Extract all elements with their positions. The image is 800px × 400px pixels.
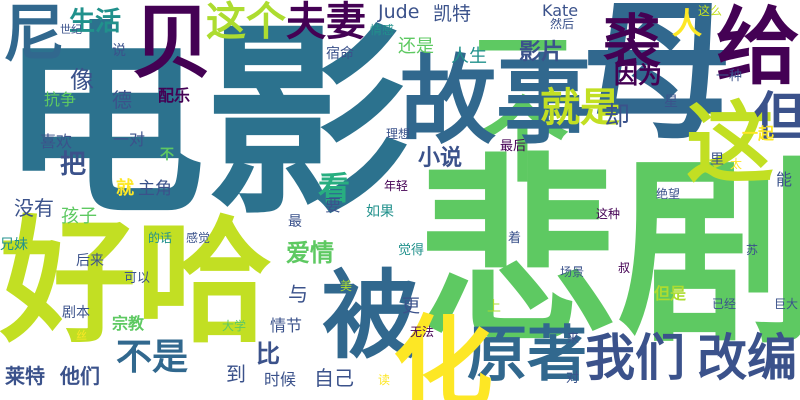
word-daxue: 大学 xyxy=(222,319,247,333)
word-ni: 尼 xyxy=(3,0,66,70)
word-zongjiao: 宗教 xyxy=(112,314,145,333)
word-lai: 来 xyxy=(567,331,580,345)
word-ganjue: 感觉 xyxy=(186,231,211,245)
word-fuqi: 夫妻 xyxy=(286,0,366,45)
word-kan: 看 xyxy=(318,169,351,207)
word-juewang: 绝望 xyxy=(656,187,681,201)
word-zhe2: 着 xyxy=(508,231,522,246)
word-jude: Jude xyxy=(378,1,420,23)
word-dao: 到 xyxy=(226,362,246,386)
word-dianying: 电影 xyxy=(0,5,410,243)
word-dan: 但 xyxy=(754,88,800,148)
word-dui: 对 xyxy=(566,371,580,386)
word-juben: 剧本 xyxy=(62,305,90,321)
word-zheme: 这么 xyxy=(698,4,723,18)
word-shuo: 说 xyxy=(112,43,126,59)
word-yinwei: 因为 xyxy=(614,61,662,89)
word-wufa: 无法 xyxy=(410,325,435,339)
word-qiu: 裘 xyxy=(603,8,662,76)
word-kangzheng: 抗争 xyxy=(44,90,77,109)
word-yizhong: 一种 xyxy=(716,69,743,84)
word-yu: 与 xyxy=(288,282,308,306)
word-zuihou: 最后 xyxy=(500,139,527,154)
word-zhezhong: 这种 xyxy=(596,207,621,221)
word-yijing: 已经 xyxy=(712,297,737,311)
word-rensheng: 人生 xyxy=(451,46,487,67)
word-geng: 更 xyxy=(402,296,420,317)
word-shihou: 时候 xyxy=(264,370,297,389)
word-ba: 把 xyxy=(60,150,87,180)
word-hua: 化 xyxy=(393,305,493,400)
word-gushi: 故事 xyxy=(400,45,592,157)
word-laite: 莱特 xyxy=(5,364,45,388)
word-danshi: 但是 xyxy=(654,284,687,303)
word-haishi: 还是 xyxy=(398,36,434,57)
word-yiqi: 一起 xyxy=(742,124,775,143)
word-kate: Kate xyxy=(542,1,579,20)
word-shu: 叔 xyxy=(618,261,631,275)
word-peiyue: 配乐 xyxy=(158,86,191,105)
word-xihuan: 喜欢 xyxy=(40,132,73,151)
word-bei2: 贝 xyxy=(132,0,212,89)
word-aiqing: 爱情 xyxy=(286,239,334,267)
word-de: 德 xyxy=(112,88,132,112)
word-yuanzhu: 原著 xyxy=(467,320,587,390)
word-yige: 一个 xyxy=(461,0,568,184)
word-que: 却 xyxy=(604,102,631,132)
word-bi: 比 xyxy=(256,340,280,368)
word-haoha: 好哈 xyxy=(0,204,272,362)
word-haizi: 孩子 xyxy=(61,206,97,227)
word-ruguo: 如果 xyxy=(366,204,394,220)
word-bu: 不 xyxy=(160,147,174,163)
word-yao: 要 xyxy=(325,196,342,215)
word-dehua: 的话 xyxy=(148,231,173,245)
word-yidui: 一对 xyxy=(113,130,146,149)
word-meiyou: 没有 xyxy=(14,196,54,220)
word-du: 读 xyxy=(378,373,391,387)
word-xiang: 像 xyxy=(70,66,94,94)
word-kaite: 凯特 xyxy=(433,3,472,25)
word-shang: 上 xyxy=(487,299,501,315)
word-beiju: 悲剧 xyxy=(417,138,800,371)
word-shiji: 世纪 xyxy=(60,23,82,36)
word-si: 丝 xyxy=(76,329,87,342)
word-gaibian: 改编 xyxy=(697,329,797,387)
word-li: 里 xyxy=(710,152,724,168)
word-yingpian: 影片 xyxy=(519,40,564,65)
word-tai: 太 xyxy=(730,157,743,171)
word-houlai: 后来 xyxy=(76,253,104,269)
word-juede: 觉得 xyxy=(398,243,425,258)
word-keyi: 可以 xyxy=(124,271,151,286)
word-mei: 美 xyxy=(340,279,353,293)
word-changjing: 场景 xyxy=(560,265,585,279)
word-ranhou: 然后 xyxy=(550,17,575,31)
word-tamen: 他们 xyxy=(60,364,100,388)
word-xiaoshuo: 小说 xyxy=(418,146,463,171)
word-bei: 被 xyxy=(322,260,418,372)
word-jiushi: 就是 xyxy=(540,85,620,131)
word-xing: 星 xyxy=(664,94,678,110)
word-bushi: 不是 xyxy=(116,337,189,378)
word-gei: 给 xyxy=(716,0,800,96)
word-zhujue: 主角 xyxy=(138,179,172,199)
word-nianqing: 年轻 xyxy=(384,179,409,193)
word-suming: 宿命 xyxy=(326,46,354,62)
word-qinggan: 情感 xyxy=(370,23,395,37)
word-jiu: 就 xyxy=(116,178,134,199)
word-neng: 能 xyxy=(776,170,793,189)
word-lixiang: 理想 xyxy=(386,127,411,141)
word-ren: 人 xyxy=(672,7,702,42)
word-mu: 母 xyxy=(582,0,733,160)
word-zhege: 这个 xyxy=(206,0,286,45)
word-xiongmei: 兄妹 xyxy=(0,237,28,253)
word-shenghuo: 生活 xyxy=(69,7,122,37)
word-women: 我们 xyxy=(585,329,685,387)
word-zui: 最 xyxy=(288,214,302,230)
word-ziji: 自己 xyxy=(314,366,354,390)
word-juda: 巨大 xyxy=(774,297,799,311)
word-qingjie: 情节 xyxy=(270,316,303,335)
word-zhe: 这 xyxy=(686,92,775,195)
word-su: 苏 xyxy=(746,243,759,257)
